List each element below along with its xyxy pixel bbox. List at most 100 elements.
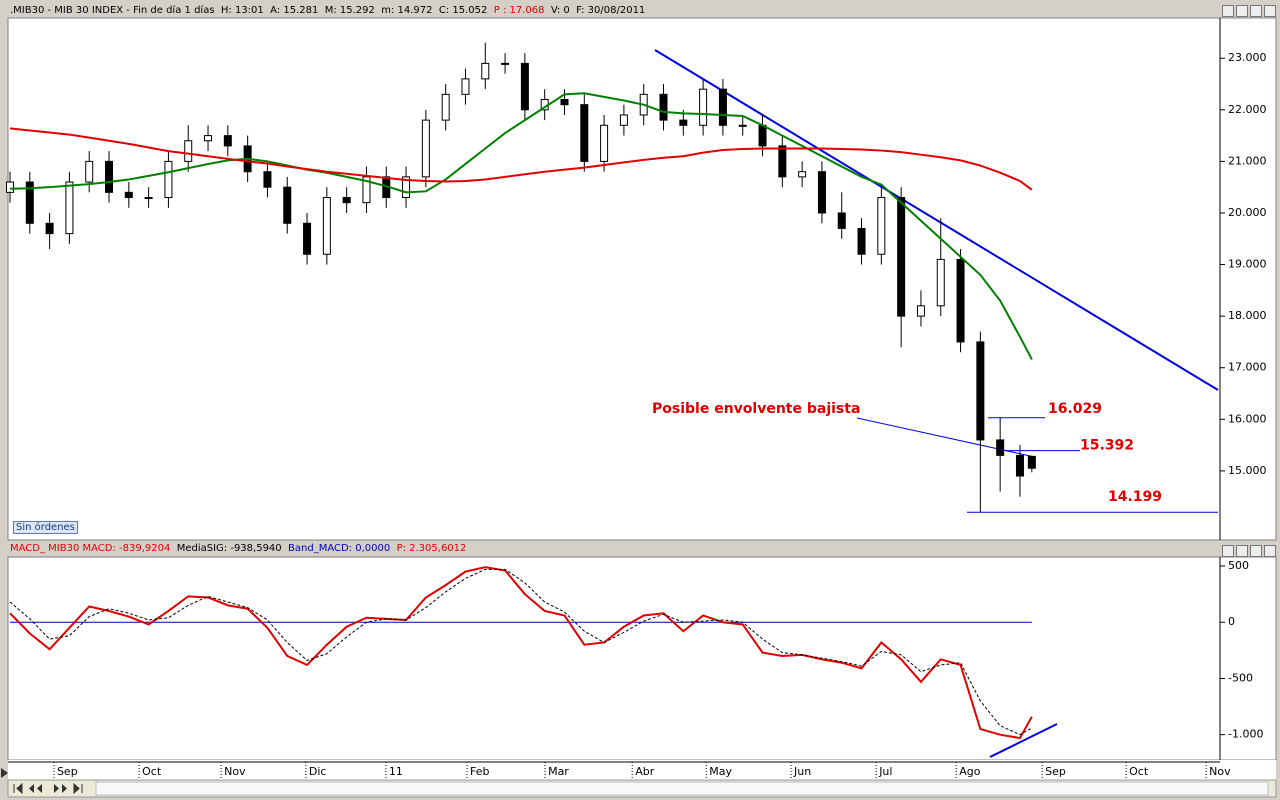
macd-line (9, 566, 1033, 740)
y-tick-label: 19.000 (1228, 258, 1267, 271)
candle-body (857, 227, 866, 255)
candle-body (956, 258, 965, 343)
level-label: 15.392 (1080, 438, 1134, 454)
x-tick-label: Mar (548, 765, 569, 778)
y-tick-label: -500 (1228, 671, 1253, 684)
candle-body (758, 124, 767, 147)
x-tick-label: Ago (959, 765, 981, 778)
x-tick-label: Dic (309, 765, 327, 778)
x-tick-label: Feb (470, 765, 489, 778)
candle-body (322, 197, 331, 255)
signal-label: MediaSIG: -938,5940 (176, 543, 282, 554)
candle-body (778, 145, 787, 178)
candle-body (996, 439, 1005, 456)
moving-average (9, 127, 1033, 191)
candle-body (6, 181, 14, 193)
candle-body (461, 78, 470, 95)
scroll-arrow[interactable] (1, 768, 8, 778)
y-tick-label: -1.000 (1228, 728, 1263, 741)
candle-body (1027, 455, 1036, 469)
y-tick-label: 18.000 (1228, 309, 1267, 322)
window-maximize[interactable] (1236, 545, 1248, 557)
candle-body (936, 258, 945, 307)
x-tick-label: Jun (793, 765, 811, 778)
x-tick-label: 11 (389, 765, 403, 778)
window-minimize[interactable] (1222, 545, 1234, 557)
orders-button[interactable]: Sin órdenes (13, 521, 78, 534)
x-tick-label: Nov (224, 765, 246, 778)
candle-body (600, 124, 609, 162)
y-tick-label: 500 (1228, 559, 1249, 572)
x-tick-label: Nov (1209, 765, 1231, 778)
y-tick-label: 22.000 (1228, 103, 1267, 116)
macd-title: MACD_ MIB30 MACD: -839,9204 (10, 543, 171, 554)
price-title: .MIB30 - MIB 30 INDEX - Fin de día 1 día… (10, 5, 488, 16)
candle-body (223, 135, 232, 147)
window-close[interactable] (1264, 5, 1276, 17)
x-tick-label: Abr (635, 765, 655, 778)
candle-body (45, 222, 54, 235)
candle-body (105, 160, 114, 193)
y-tick-label: 23.000 (1228, 51, 1267, 64)
candle-body (619, 114, 628, 126)
candle-body (263, 171, 272, 188)
macd-trend-line (989, 723, 1058, 758)
candle-body (124, 191, 133, 199)
price-tail: V: 0 F: 30/08/2011 (550, 5, 646, 16)
band-label: Band_MACD: 0,0000 (288, 543, 391, 554)
candle-body (817, 171, 826, 214)
y-tick-label: 20.000 (1228, 206, 1267, 219)
x-tick-label: Oct (1129, 765, 1149, 778)
candle-body (402, 176, 411, 199)
candle-body (798, 171, 807, 178)
candle-body (738, 124, 747, 127)
scroll-buttons[interactable] (13, 782, 83, 795)
candle-body (837, 212, 846, 229)
p-label: P: 2.305,6012 (396, 543, 467, 554)
y-tick-label: 17.000 (1228, 361, 1267, 374)
macd-line (9, 568, 1033, 736)
x-axis-strip (8, 760, 1276, 780)
candle-body (916, 305, 925, 317)
candle-body (897, 197, 906, 317)
candle-body (976, 341, 985, 441)
candle-body (877, 197, 886, 255)
candle-body (144, 197, 153, 200)
candle-body (560, 98, 569, 106)
candle-body (85, 160, 94, 183)
candle-body (25, 181, 34, 224)
level-label: 14.199 (1108, 489, 1162, 505)
moving-average (9, 92, 1033, 360)
window-close[interactable] (1264, 545, 1276, 557)
macd-header: MACD_ MIB30 MACD: -839,9204 MediaSIG: -9… (10, 542, 466, 556)
candle-body (718, 88, 727, 126)
window-restore[interactable] (1250, 545, 1262, 557)
macd-panel (7, 556, 1277, 761)
window-restore[interactable] (1250, 5, 1262, 17)
scroll-track[interactable] (95, 781, 1269, 796)
candle-body (501, 62, 510, 65)
candle-body (283, 186, 292, 224)
x-tick-label: Jul (878, 765, 892, 778)
candle-body (441, 93, 450, 121)
price-header: .MIB30 - MIB 30 INDEX - Fin de día 1 día… (10, 4, 645, 18)
window-minimize[interactable] (1222, 5, 1234, 17)
window-maximize[interactable] (1236, 5, 1248, 17)
price-extra: P : 17.068 (493, 5, 545, 16)
candle-body (679, 119, 688, 126)
candle-body (1015, 454, 1024, 477)
candle-body (303, 222, 312, 255)
candle-body (362, 176, 371, 204)
x-tick-label: Sep (1045, 765, 1066, 778)
level-label: 16.029 (1048, 401, 1102, 417)
candle-body (580, 104, 589, 162)
candle-body (184, 140, 193, 162)
candle-body (164, 160, 173, 199)
candle-body (65, 181, 74, 235)
x-tick-label: May (709, 765, 732, 778)
candle-body (342, 197, 351, 204)
y-tick-label: 15.000 (1228, 464, 1267, 477)
candle-body (204, 135, 213, 142)
